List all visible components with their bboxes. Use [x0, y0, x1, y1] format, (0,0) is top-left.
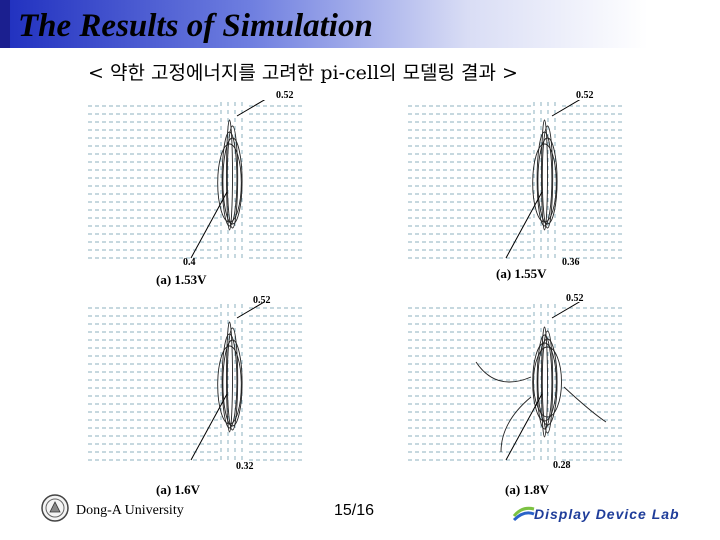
director-field-plot-4 [408, 302, 622, 461]
panel-3-bottom-label: 0.32 [236, 461, 254, 472]
title-accent-stripe [0, 0, 10, 48]
panel-2-bottom-label: 0.36 [562, 257, 580, 268]
panel-1-bottom-label: 0.4 [183, 257, 196, 268]
panel-1-top-label: 0.52 [276, 90, 294, 101]
director-field-plot-2 [408, 100, 622, 259]
panel-3-caption: (a) 1.6V [156, 482, 201, 497]
slide-subtitle: < 약한 고정에너지를 고려한 pi-cell의 모델링 결과 > [88, 62, 518, 84]
slide-title: The Results of Simulation [18, 8, 373, 44]
simulation-panel-4 [406, 302, 626, 462]
university-seal-icon [40, 493, 70, 528]
lab-swoosh-icon [512, 506, 535, 522]
panel-4-top-label: 0.52 [566, 293, 584, 304]
lab-logo: Display Device Lab [512, 500, 679, 529]
panel-4-caption: (a) 1.8V [505, 482, 550, 497]
panel-2-caption: (a) 1.55V [496, 266, 547, 281]
page-number: 15/16 [334, 502, 375, 519]
panel-2-top-label: 0.52 [576, 90, 594, 101]
university-name: Dong-A University [76, 503, 184, 518]
panel-1-caption: (a) 1.53V [156, 272, 207, 287]
director-field-plot-3 [88, 302, 302, 461]
panel-4-bottom-label: 0.28 [553, 460, 571, 471]
lab-name: Display Device Lab [534, 506, 680, 522]
panel-3-top-label: 0.52 [253, 295, 271, 306]
simulation-panel-3 [86, 302, 306, 462]
title-bar: The Results of Simulation [0, 0, 720, 48]
simulation-panel-2 [406, 100, 626, 260]
simulation-panel-1 [86, 100, 306, 260]
director-field-plot-1 [88, 100, 302, 259]
